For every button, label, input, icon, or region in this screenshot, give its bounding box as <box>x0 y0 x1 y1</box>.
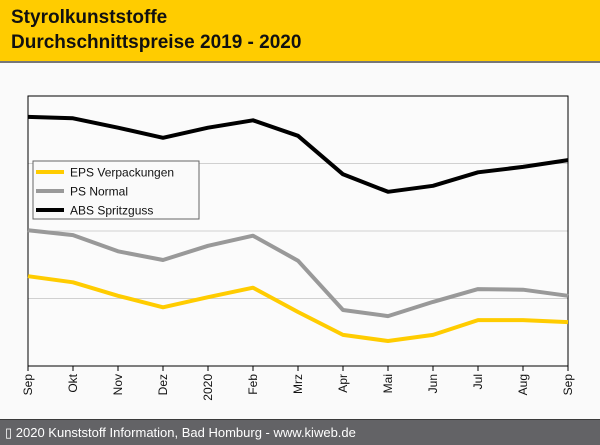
chart-title: Styrolkunststoffe <box>11 7 167 29</box>
x-tick-label: Okt <box>66 373 80 392</box>
x-tick-label: 2020 <box>201 374 215 401</box>
x-tick-label: Apr <box>336 374 350 393</box>
x-tick-label: Sep <box>561 374 575 396</box>
footer: ▯ 2020 Kunststoff Information, Bad Hombu… <box>0 419 600 445</box>
x-tick-label: Sep <box>21 374 35 396</box>
x-axis: Sep Okt Nov Dez 2020 Feb Mrz Apr Mai Jun Jul Aug Sep <box>21 366 575 401</box>
chart-header: Styrolkunststoffe Durchschnittspreise 20… <box>0 0 600 63</box>
chart-subtitle: Durchschnittspreise 2019 - 2020 <box>11 32 301 54</box>
copyright-text: ▯ 2020 Kunststoff Information, Bad Hombu… <box>5 425 356 441</box>
x-tick-label: Aug <box>516 374 530 395</box>
x-tick-label: Dez <box>156 374 170 395</box>
legend-label: ABS Spritzguss <box>70 204 153 218</box>
x-tick-label: Feb <box>246 374 260 395</box>
x-tick-label: Mai <box>381 374 395 393</box>
x-tick-label: Jul <box>471 374 485 389</box>
x-tick-label: Mrz <box>291 374 305 394</box>
legend: EPS Verpackungen PS Normal ABS Spritzguss <box>33 161 199 219</box>
x-tick-label: Jun <box>426 374 440 393</box>
legend-label: PS Normal <box>70 185 128 199</box>
legend-label: EPS Verpackungen <box>70 166 174 180</box>
x-tick-label: Nov <box>111 374 125 395</box>
